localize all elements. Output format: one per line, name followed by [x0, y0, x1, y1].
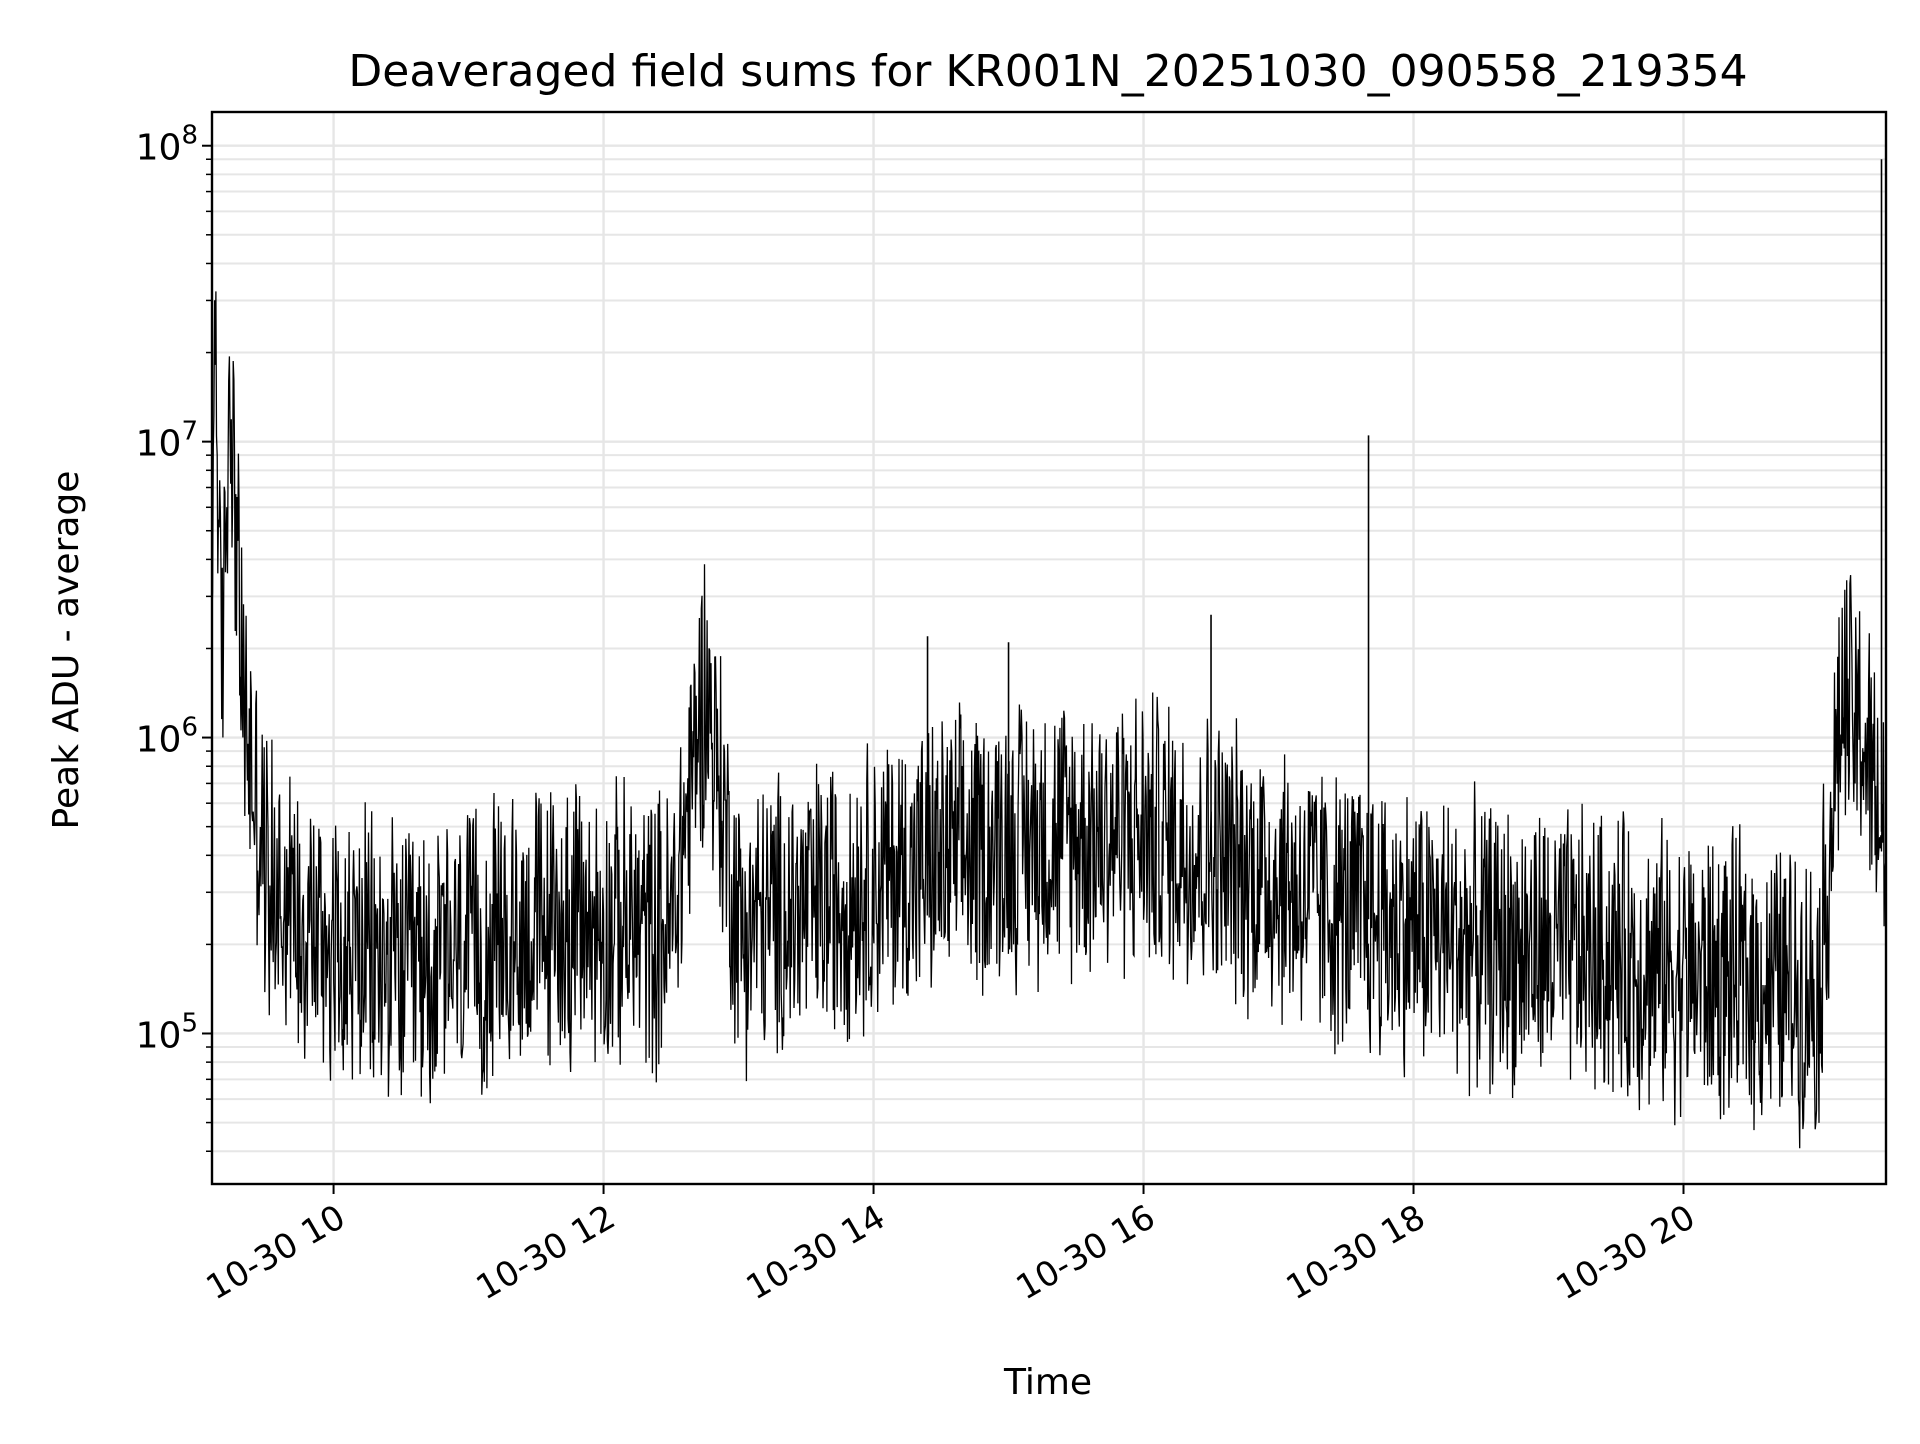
y-tick-label: 105	[136, 1008, 198, 1056]
y-tick-label: 106	[136, 713, 198, 761]
y-tick-label: 107	[136, 417, 198, 465]
y-tick-label: 108	[136, 121, 198, 169]
series-line	[212, 291, 1886, 1149]
y-axis-label: Peak ADU - average	[46, 471, 87, 830]
x-axis-label: Time	[1003, 1362, 1092, 1403]
chart-title: Deaveraged field sums for KR001N_2025103…	[348, 46, 1747, 97]
